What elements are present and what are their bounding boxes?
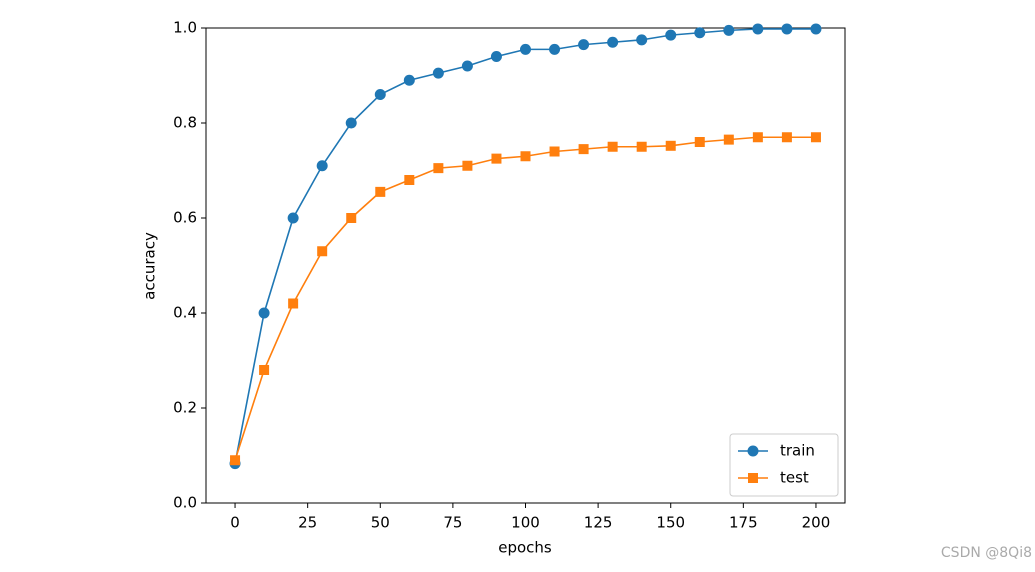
y-axis-label: accuracy — [141, 232, 159, 300]
marker — [345, 117, 357, 129]
marker — [752, 23, 764, 35]
marker — [461, 60, 473, 72]
x-tick-label: 200 — [802, 514, 831, 532]
plot-area — [205, 27, 846, 504]
marker — [549, 146, 560, 157]
x-tick-label: 0 — [230, 514, 240, 532]
line — [234, 136, 816, 461]
marker — [520, 43, 531, 55]
legend-marker — [747, 445, 759, 457]
legend-label: train — [780, 442, 815, 460]
watermark: CSDN @8Qi8 — [941, 545, 1032, 561]
x-tick-label: 50 — [371, 514, 390, 532]
x-tick-label: 75 — [443, 514, 462, 532]
x-tick-label: 25 — [298, 514, 317, 532]
marker — [781, 23, 793, 35]
marker — [462, 160, 473, 171]
y-tick-label: 0.4 — [173, 304, 197, 322]
marker — [694, 27, 706, 39]
x-tick-label: 150 — [656, 514, 685, 532]
marker — [723, 134, 734, 145]
marker — [432, 67, 444, 79]
marker — [781, 132, 792, 143]
marker — [403, 74, 415, 86]
marker — [490, 51, 502, 62]
marker — [810, 132, 821, 143]
marker — [491, 153, 502, 164]
marker — [259, 365, 270, 375]
legend-marker — [748, 473, 758, 483]
marker — [607, 36, 619, 48]
marker — [288, 298, 299, 309]
marker — [316, 160, 328, 172]
marker — [520, 151, 531, 162]
marker — [433, 163, 444, 174]
x-tick-label: 100 — [511, 514, 540, 532]
marker — [258, 307, 270, 319]
marker — [374, 89, 386, 100]
marker — [578, 144, 589, 155]
marker — [607, 141, 618, 152]
marker — [404, 175, 415, 185]
marker — [636, 141, 647, 152]
marker — [578, 39, 590, 51]
marker — [636, 34, 648, 46]
marker — [317, 246, 328, 257]
x-tick-label: 125 — [584, 514, 613, 532]
marker — [549, 43, 561, 55]
marker — [665, 140, 676, 151]
y-tick-label: 0.8 — [173, 114, 197, 132]
marker — [665, 29, 677, 41]
marker — [723, 24, 735, 36]
marker — [694, 137, 705, 147]
marker — [375, 186, 386, 197]
y-tick-label: 0.6 — [173, 209, 197, 227]
x-axis-label: epochs — [498, 539, 552, 557]
y-tick-label: 0.2 — [173, 399, 197, 417]
marker — [230, 455, 241, 466]
marker — [346, 213, 357, 223]
marker — [810, 23, 822, 35]
legend-label: test — [780, 469, 809, 487]
y-tick-label: 1.0 — [173, 19, 197, 37]
x-tick-label: 175 — [729, 514, 758, 532]
marker — [287, 212, 299, 224]
y-tick-label: 0.0 — [173, 494, 197, 512]
marker — [752, 132, 763, 143]
